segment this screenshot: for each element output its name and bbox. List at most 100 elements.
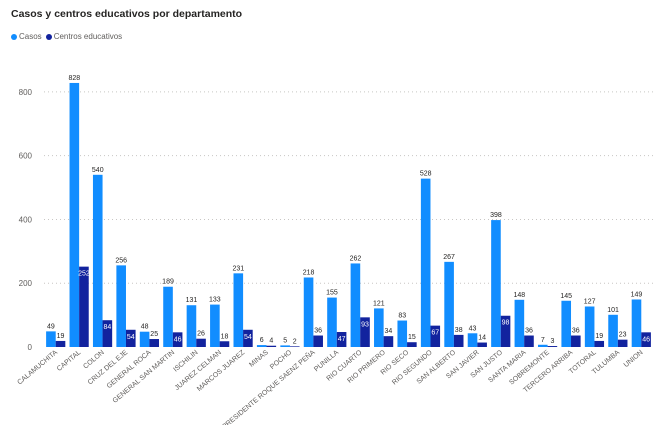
bar-casos — [116, 265, 126, 347]
bar-casos — [514, 299, 525, 347]
x-tick-label: MINAS — [248, 349, 270, 369]
bar-centros — [407, 342, 417, 347]
bar-centros — [430, 325, 441, 347]
bar-casos — [350, 263, 361, 347]
data-label: 101 — [607, 307, 619, 314]
bar-centros — [360, 317, 370, 347]
bar-casos — [397, 320, 408, 347]
x-tick-label: CRUZ DEL EJE — [87, 349, 130, 386]
bar-centros — [102, 320, 113, 347]
bar-centros — [641, 332, 651, 347]
data-label: 4 — [269, 338, 273, 345]
bar-centros — [594, 340, 605, 347]
bar-casos — [233, 273, 244, 347]
data-label: 26 — [197, 331, 205, 338]
data-label: 133 — [209, 297, 221, 304]
legend-label-centros: Centros educativos — [53, 32, 123, 41]
data-label: 49 — [47, 323, 55, 330]
data-label: 47 — [338, 336, 346, 343]
x-tick-label: UNION — [623, 349, 645, 369]
data-label: 48 — [141, 324, 149, 331]
legend-item-casos[interactable]: Casos — [11, 32, 42, 41]
x-tick-label: CAPITAL — [56, 349, 83, 373]
data-label: 131 — [186, 297, 198, 304]
bar-casos — [210, 304, 220, 347]
legend-label-casos: Casos — [19, 32, 42, 41]
bar-casos — [537, 344, 548, 347]
data-label: 43 — [469, 325, 477, 332]
bar-casos — [327, 297, 337, 347]
data-label: 148 — [514, 292, 526, 299]
bar-casos — [444, 261, 454, 347]
data-label: 540 — [92, 167, 104, 174]
data-label: 25 — [150, 331, 158, 338]
bar-centros — [477, 342, 487, 347]
y-tick-label: 600 — [19, 152, 33, 161]
x-tick-label: SOBREMONTE — [508, 349, 551, 387]
data-label: 83 — [398, 313, 406, 320]
y-tick-label: 800 — [19, 88, 33, 97]
bar-centros — [547, 346, 558, 347]
bar-centros — [500, 315, 511, 347]
x-tick-label: RIO SEGUNDO — [391, 349, 434, 387]
bar-casos — [491, 220, 501, 347]
data-label: 218 — [303, 269, 315, 276]
bar-casos — [69, 82, 80, 348]
data-label: 398 — [490, 212, 502, 219]
y-tick-label: 200 — [19, 279, 33, 288]
data-label: 121 — [373, 300, 385, 307]
data-label: 98 — [502, 320, 510, 327]
bar-casos — [163, 286, 173, 347]
bar-centros — [313, 335, 323, 347]
data-label: 5 — [283, 337, 287, 344]
data-label: 256 — [115, 257, 127, 264]
bar-centros — [383, 336, 394, 347]
data-label: 231 — [232, 265, 244, 272]
bar-centros — [453, 334, 464, 347]
bar-casos — [631, 299, 642, 347]
bar-centros — [336, 332, 347, 347]
data-label: 145 — [560, 293, 572, 300]
data-label: 84 — [103, 324, 111, 331]
bar-casos — [92, 174, 103, 347]
bar-centros — [617, 339, 628, 347]
bar-centros — [524, 335, 534, 347]
data-label: 262 — [350, 255, 362, 262]
data-label: 54 — [127, 334, 135, 341]
data-label: 127 — [584, 299, 596, 306]
bar-centros — [125, 329, 136, 347]
data-label: 54 — [244, 334, 252, 341]
data-label: 36 — [525, 328, 533, 335]
data-label: 828 — [68, 75, 80, 82]
data-label: 14 — [478, 335, 486, 342]
data-label: 38 — [455, 327, 463, 334]
data-label: 19 — [595, 333, 603, 340]
bar-centros — [149, 339, 160, 347]
bar-centros — [79, 266, 89, 347]
data-label: 46 — [642, 336, 650, 343]
bar-casos — [303, 277, 314, 347]
data-label: 67 — [431, 330, 439, 337]
x-tick-label: CALAMUCHITA — [16, 349, 59, 386]
bar-casos — [374, 308, 384, 347]
bar-casos — [561, 300, 572, 347]
bar-casos — [608, 314, 618, 347]
legend-dot-centros — [45, 33, 52, 40]
data-label: 149 — [631, 291, 643, 298]
y-tick-label: 0 — [28, 343, 33, 352]
bar-centros — [196, 338, 206, 347]
bar-casos — [420, 178, 431, 347]
data-label: 7 — [541, 337, 545, 344]
legend-item-centros[interactable]: Centros educativos — [45, 32, 123, 41]
bar-centros — [266, 345, 277, 347]
bar-casos — [467, 333, 478, 347]
data-label: 93 — [361, 321, 369, 328]
data-label: 267 — [443, 254, 455, 261]
bar-centros — [289, 346, 300, 347]
data-label: 36 — [314, 328, 322, 335]
legend-dot-casos — [11, 33, 17, 40]
bar-centros — [172, 332, 183, 347]
data-label: 46 — [174, 336, 182, 343]
data-label: 34 — [385, 328, 393, 335]
